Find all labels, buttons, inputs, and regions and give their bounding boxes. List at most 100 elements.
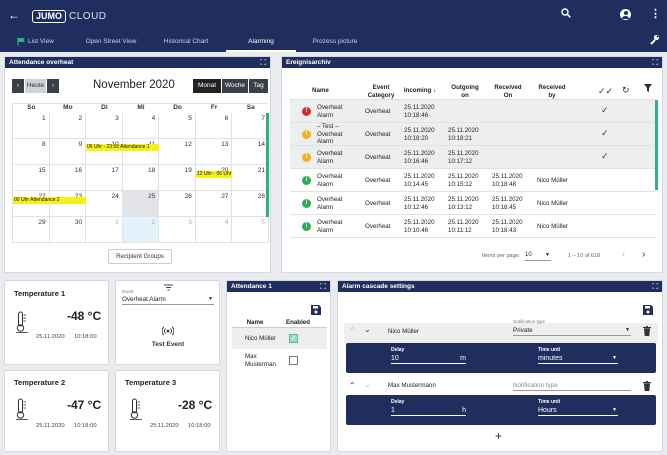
nav-open-street-view[interactable]: Open Street View	[85, 38, 137, 45]
view-month-button[interactable]: Monat	[193, 79, 221, 93]
calendar-day[interactable]: 1	[13, 113, 50, 139]
table-row[interactable]: ! – Test – Overheat Alarm Overheat 25.11.20…	[290, 123, 656, 146]
expand-icon[interactable]: ⛶	[260, 58, 266, 67]
next-month-button[interactable]: ›	[47, 79, 59, 93]
calendar-day[interactable]: 20	[195, 165, 233, 191]
expand-icon[interactable]: ⛶	[320, 282, 326, 291]
delay-input[interactable]: 10 m	[391, 353, 466, 364]
wrench-icon[interactable]	[648, 34, 660, 48]
table-row[interactable]: i Overheat Alarm Overheat 25.11.2020 10:10:…	[290, 215, 656, 238]
move-down-icon[interactable]: ⌄	[364, 380, 371, 389]
calendar-day[interactable]: 17	[86, 165, 123, 191]
calendar-day[interactable]: 22	[13, 191, 50, 217]
time-unit-select[interactable]: Hours ▼	[538, 405, 618, 416]
calendar-day[interactable]: 2	[49, 113, 87, 139]
recipient-groups-button[interactable]: Recipient Groups	[108, 249, 172, 264]
acknowledge-icon[interactable]: ✓	[601, 151, 609, 161]
table-row[interactable]: ! Overheat Alarm Overheat 25.11.2020 10:16:…	[290, 146, 656, 169]
calendar-day[interactable]: 1	[86, 217, 123, 243]
event-select[interactable]: Overheat Alarm ▼	[122, 294, 214, 305]
filter-icon[interactable]	[644, 84, 652, 92]
acknowledge-icon[interactable]: ✓	[601, 128, 609, 138]
save-icon[interactable]	[643, 305, 653, 315]
view-week-button[interactable]: Woche	[222, 79, 248, 93]
view-day-button[interactable]: Tag	[249, 79, 268, 93]
acknowledge-icon[interactable]: ✓	[601, 105, 609, 115]
calendar-day[interactable]: 4	[195, 217, 233, 243]
calendar-event[interactable]: 12 Uhr - 06 Uhr	[196, 171, 232, 178]
search-icon[interactable]	[560, 8, 572, 21]
calendar-day[interactable]: 16	[49, 165, 87, 191]
calendar-day[interactable]: 28	[232, 191, 269, 217]
attendance-row[interactable]: Max Musterman	[232, 349, 327, 373]
move-up-icon[interactable]: ⌃	[349, 326, 356, 335]
nav-list-view[interactable]: List View	[28, 38, 54, 45]
account-icon[interactable]	[620, 9, 631, 20]
back-arrow-icon[interactable]: ←	[8, 8, 20, 22]
calendar-day[interactable]: 15	[13, 165, 50, 191]
calendar-day[interactable]: 18	[122, 165, 160, 191]
prev-page-icon[interactable]: ‹	[622, 249, 626, 260]
calendar-day[interactable]: 6	[195, 113, 233, 139]
calendar-day[interactable]: 27	[195, 191, 233, 217]
expand-icon[interactable]: ⛶	[652, 282, 658, 291]
test-event-button[interactable]: Test Event	[151, 341, 185, 348]
prev-month-button[interactable]: ‹	[12, 79, 24, 93]
table-row[interactable]: ! Overheat Alarm Overheat 25.11.2020 10:18:…	[290, 100, 656, 123]
time-unit-select[interactable]: minutes ▼	[538, 353, 618, 364]
move-down-icon[interactable]: ⌄	[364, 325, 371, 334]
col-name[interactable]: Name	[312, 87, 329, 94]
table-row[interactable]: i Overheat Alarm Overheat 25.11.2020 10:12:…	[290, 192, 656, 215]
delete-icon[interactable]	[643, 381, 651, 391]
calendar-day[interactable]: 11	[122, 139, 160, 165]
calendar-day[interactable]: 21	[232, 165, 269, 191]
notification-type-select[interactable]: Notification type	[513, 380, 631, 391]
filter-lines-icon[interactable]	[164, 284, 173, 291]
calendar-day[interactable]: 12	[159, 139, 196, 165]
calendar-day[interactable]: 29	[13, 217, 50, 243]
acknowledge-all-icon[interactable]: ✓✓	[598, 86, 614, 96]
calendar-day[interactable]: 10	[86, 139, 123, 165]
move-up-icon[interactable]: ⌃	[349, 381, 356, 390]
calendar-day[interactable]: 23	[49, 191, 87, 217]
save-icon[interactable]	[311, 305, 321, 315]
calendar-day[interactable]: 26	[159, 191, 196, 217]
calendar-day[interactable]: 2	[122, 217, 160, 243]
today-button[interactable]: Heute	[25, 79, 46, 93]
calendar-day[interactable]: 30	[49, 217, 87, 243]
items-per-page-select[interactable]: 10 ▼	[525, 250, 551, 261]
calendar-day[interactable]: 25	[122, 191, 160, 217]
attendance-row[interactable]: Nico Müller ✓	[232, 328, 327, 349]
col-incoming[interactable]: Incoming ↓	[400, 87, 440, 95]
col-event-category[interactable]: Event Category	[367, 84, 395, 99]
calendar-day[interactable]: 5	[232, 217, 269, 243]
calendar-day[interactable]: 5	[159, 113, 196, 139]
calendar-event[interactable]: 06 Uhr - 23:59 Attendance 1	[86, 144, 159, 151]
calendar-day[interactable]: 19	[159, 165, 196, 191]
more-vert-icon[interactable]: ⋮	[650, 8, 661, 20]
col-received-by[interactable]: Received by	[538, 84, 566, 99]
enabled-checkbox[interactable]: ✓	[289, 334, 298, 343]
calendar-day[interactable]: 13	[195, 139, 233, 165]
calendar-day[interactable]: 4	[122, 113, 160, 139]
col-outgoing[interactable]: Outgoing on	[451, 84, 479, 99]
refresh-icon[interactable]: ↻	[622, 85, 630, 95]
col-received-on[interactable]: Received On	[494, 84, 522, 99]
calendar-day[interactable]: 8	[13, 139, 50, 165]
calendar-day[interactable]: 24	[86, 191, 123, 217]
add-recipient-icon[interactable]: +	[495, 429, 503, 443]
delete-icon[interactable]	[643, 326, 651, 336]
table-row[interactable]: i Overheat Alarm Overheat 25.11.2020 10:14:…	[290, 169, 656, 192]
nav-alarming[interactable]: Alarming	[226, 31, 296, 52]
calendar-day[interactable]: 14	[232, 139, 269, 165]
calendar-day[interactable]: 7	[232, 113, 269, 139]
table-scroll-marker[interactable]	[655, 100, 658, 190]
calendar-day[interactable]: 3	[159, 217, 196, 243]
next-page-icon[interactable]: ›	[642, 249, 646, 260]
nav-prozess-picture[interactable]: Prozess picture	[312, 38, 358, 45]
nav-historical-chart[interactable]: Historical Chart	[163, 38, 209, 45]
expand-icon[interactable]: ⛶	[652, 58, 658, 67]
calendar-event[interactable]: 00 Uhr Attendance 2	[13, 197, 86, 204]
notification-type-select[interactable]: Private ▼	[513, 325, 631, 336]
